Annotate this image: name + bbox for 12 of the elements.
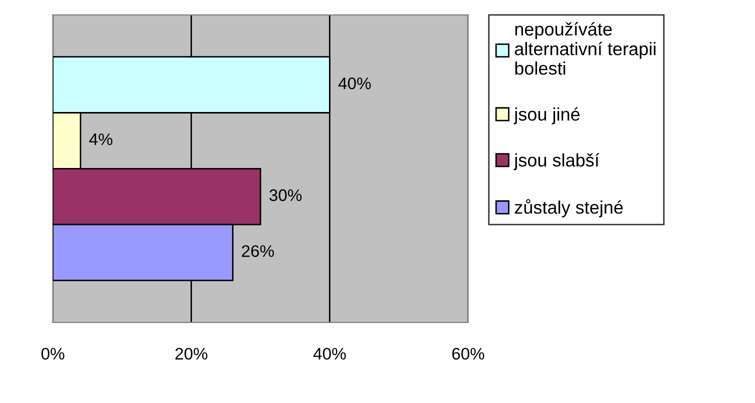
legend-label: jsou jiné [514, 107, 580, 124]
x-tick-label: 60% [452, 348, 484, 360]
data-label: 40% [338, 77, 371, 90]
legend-label: jsou slabší [514, 153, 600, 170]
legend-label: zůstaly stejné [514, 199, 623, 218]
data-label: 4% [89, 133, 112, 146]
data-label: 26% [242, 245, 274, 257]
x-tick-label: 20% [175, 348, 208, 360]
data-label: 30% [269, 189, 302, 202]
x-tick-label: 0% [41, 348, 64, 360]
legend-label: nepoužíváte alternativní terapii bolesti [514, 22, 656, 75]
x-tick-label: 40% [313, 348, 346, 360]
